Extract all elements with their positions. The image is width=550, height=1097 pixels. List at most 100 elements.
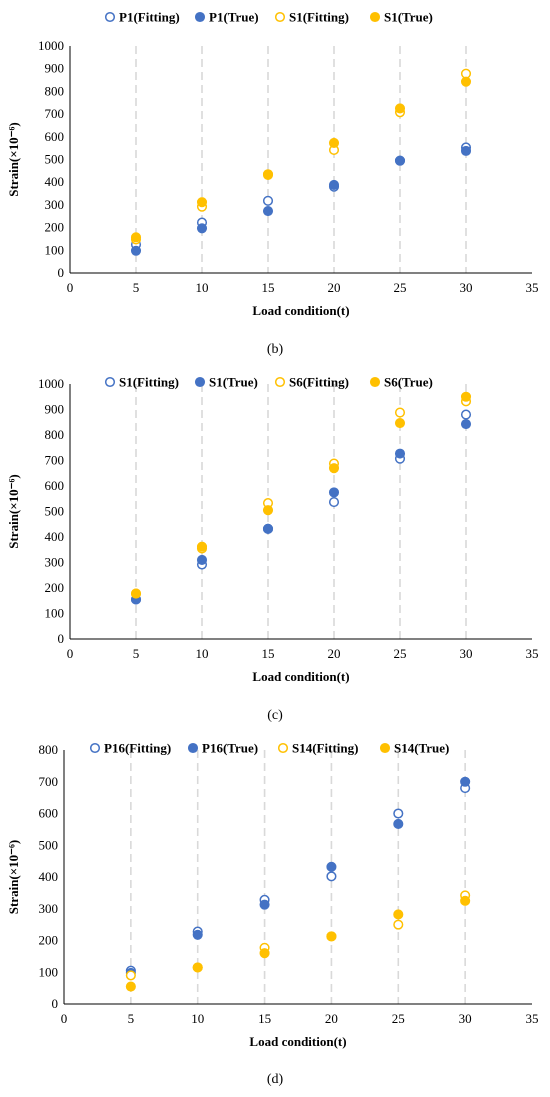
x-tick-label: 20 [325, 1011, 338, 1026]
legend-marker [274, 376, 286, 388]
y-tick-label: 500 [45, 152, 65, 167]
panel-label: (d) [267, 1072, 284, 1087]
data-point [393, 909, 404, 920]
y-tick-label: 0 [58, 265, 65, 280]
y-tick-label: 400 [45, 529, 65, 544]
data-point [196, 223, 208, 234]
x-tick-label: 15 [262, 646, 275, 661]
data-point [125, 981, 136, 992]
data-point [394, 155, 406, 166]
x-tick-label: 30 [459, 1011, 472, 1026]
data-point [262, 523, 274, 534]
data-point [460, 418, 472, 430]
x-tick-label: 35 [526, 280, 539, 295]
data-point [394, 417, 406, 429]
y-tick-label: 800 [45, 427, 65, 442]
data-point [460, 391, 472, 402]
legend-label: P1(Fitting) [119, 10, 180, 25]
y-tick-label: 200 [39, 933, 59, 948]
data-point [394, 103, 406, 114]
y-tick-label: 800 [45, 83, 65, 98]
y-tick-label: 700 [45, 453, 65, 468]
legend-label: S14(True) [394, 741, 449, 756]
legend-marker [104, 376, 116, 388]
x-tick-label: 5 [133, 646, 140, 661]
data-point [130, 232, 142, 243]
x-tick-label: 0 [67, 646, 74, 661]
y-axis-title: Strain(×10⁻⁶) [6, 122, 21, 197]
data-point [130, 588, 142, 599]
legend-marker [194, 11, 206, 23]
legend-label: S1(True) [384, 10, 433, 25]
y-tick-label: 600 [45, 129, 65, 144]
data-point [394, 407, 406, 418]
panel-label: (b) [267, 342, 284, 357]
x-tick-label: 0 [67, 280, 74, 295]
y-tick-label: 700 [39, 774, 59, 789]
y-tick-label: 400 [39, 869, 59, 884]
x-tick-label: 30 [460, 646, 473, 661]
data-point [125, 970, 136, 981]
y-tick-label: 300 [39, 901, 59, 916]
y-tick-label: 800 [39, 742, 59, 757]
panel-label: (c) [267, 708, 283, 723]
y-tick-label: 900 [45, 402, 65, 417]
data-point [394, 448, 406, 459]
legend-marker [89, 742, 101, 754]
x-tick-label: 25 [394, 646, 407, 661]
x-tick-label: 25 [394, 280, 407, 295]
y-tick-label: 500 [39, 837, 59, 852]
data-point [196, 197, 208, 208]
legend-label: S6(True) [384, 375, 433, 390]
chart-panel: 0 100 200 300 400 500 600 700 800 0 5 10 15 20 25 30 35 L… [6, 741, 539, 1088]
x-tick-label: 30 [460, 280, 473, 295]
y-tick-label: 300 [45, 197, 65, 212]
data-point [328, 179, 340, 190]
data-point [259, 948, 270, 959]
legend-label: S1(Fitting) [289, 10, 349, 25]
y-tick-label: 900 [45, 61, 65, 76]
data-point [192, 962, 203, 973]
y-tick-label: 100 [45, 242, 65, 257]
data-point [192, 929, 203, 940]
legend-label: S1(True) [209, 375, 258, 390]
data-point [326, 871, 337, 882]
legend-marker [369, 376, 381, 388]
y-tick-label: 600 [39, 806, 59, 821]
y-tick-label: 1000 [38, 376, 64, 391]
x-tick-label: 10 [191, 1011, 204, 1026]
x-axis-title: Load condition(t) [252, 303, 349, 318]
x-tick-label: 20 [328, 280, 341, 295]
y-tick-label: 1000 [38, 38, 64, 53]
legend-marker [277, 742, 289, 754]
data-point [460, 895, 471, 906]
data-point [460, 776, 471, 787]
legend-marker [187, 742, 199, 754]
x-axis-title: Load condition(t) [252, 669, 349, 684]
data-point [130, 245, 142, 256]
data-point [460, 76, 472, 87]
data-point [196, 554, 208, 566]
chart-panel: 0 100 200 300 400 500 600 700 800 900 1000 0 5 10 15 20… [6, 375, 539, 724]
y-tick-label: 0 [52, 996, 59, 1011]
data-point [326, 931, 337, 942]
legend-label: S1(Fitting) [119, 375, 179, 390]
y-tick-label: 200 [45, 220, 65, 235]
data-point [262, 505, 274, 516]
y-axis-title: Strain(×10⁻⁶) [6, 840, 21, 915]
legend-label: P1(True) [209, 10, 259, 25]
data-point [393, 808, 404, 819]
data-point [328, 463, 340, 474]
data-point [460, 145, 472, 156]
legend-label: P16(True) [202, 741, 258, 756]
y-tick-label: 100 [45, 606, 65, 621]
data-point [262, 195, 274, 206]
data-point [262, 169, 274, 180]
legend-marker [369, 11, 381, 23]
x-tick-label: 20 [328, 646, 341, 661]
y-tick-label: 100 [39, 964, 59, 979]
x-tick-label: 25 [392, 1011, 405, 1026]
data-point [393, 818, 404, 830]
data-point [328, 137, 340, 148]
y-tick-label: 300 [45, 555, 65, 570]
